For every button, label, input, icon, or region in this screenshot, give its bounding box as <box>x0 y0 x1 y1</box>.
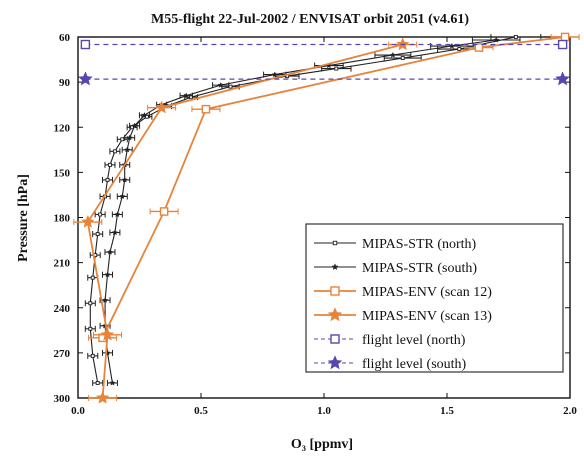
data-point-marker <box>90 353 95 358</box>
legend-label: flight level (south) <box>362 357 467 372</box>
y-tick-label: 90 <box>59 77 71 89</box>
data-layer <box>73 32 580 404</box>
data-point-marker <box>104 271 111 278</box>
y-axis-label: Pressure [hPa] <box>16 174 31 262</box>
y-tick-label: 210 <box>54 258 71 270</box>
tick-labels: 0.0 0.5 1.0 1.5 2.0 60 90 120 150 180 210 240 270 300 <box>54 32 578 417</box>
data-point-marker <box>154 100 169 114</box>
data-point-marker <box>183 92 190 99</box>
y-tick-label: 60 <box>59 32 71 44</box>
legend-label: MIPAS-STR (south) <box>362 261 477 276</box>
data-point-marker <box>389 51 397 58</box>
data-point-marker <box>271 71 278 78</box>
data-point-marker <box>327 307 343 322</box>
data-point-marker <box>493 36 500 43</box>
data-point-marker <box>106 248 114 255</box>
data-point-marker <box>400 56 405 61</box>
data-point-marker <box>77 71 93 86</box>
data-point-marker <box>332 240 338 246</box>
data-point-marker <box>557 39 568 50</box>
y-tick-label: 120 <box>54 122 71 134</box>
legend-label: MIPAS-STR (north) <box>362 237 477 252</box>
data-point-marker <box>120 137 125 142</box>
data-point-marker <box>95 390 110 404</box>
data-point-marker <box>560 32 570 42</box>
data-point-marker <box>80 39 91 50</box>
series-2 <box>88 32 580 343</box>
data-point-marker <box>457 47 462 51</box>
legend-label: MIPAS-ENV (scan 12) <box>362 285 492 300</box>
data-point-marker <box>114 211 121 218</box>
data-point-marker <box>95 381 100 385</box>
data-point-marker <box>112 149 117 154</box>
y-tick-label: 270 <box>54 348 71 360</box>
data-point-marker <box>474 43 484 52</box>
y-tick-label: 180 <box>54 213 71 225</box>
legend-label: flight level (north) <box>362 333 466 348</box>
data-point-marker <box>555 71 571 86</box>
data-point-marker <box>119 193 126 200</box>
data-point-marker <box>330 334 340 344</box>
data-point-marker <box>95 232 100 236</box>
legend-box <box>305 223 564 373</box>
data-point-marker <box>124 146 131 153</box>
series-5 <box>77 71 571 86</box>
y-tick-label: 150 <box>54 167 71 179</box>
data-point-marker <box>88 301 93 306</box>
series-4 <box>80 39 568 50</box>
data-point-marker <box>448 42 456 49</box>
data-point-marker <box>217 81 224 88</box>
data-point-marker <box>109 379 116 386</box>
x-tick-label: 0.5 <box>194 405 208 417</box>
data-point-marker <box>141 111 148 118</box>
y-tick-label: 240 <box>54 303 71 315</box>
data-point-marker <box>131 122 138 129</box>
data-point-marker <box>98 212 103 217</box>
x-tick-label: 0.0 <box>71 405 85 417</box>
data-point-marker <box>327 355 343 370</box>
data-point-marker <box>228 84 233 89</box>
y-tick-label: 300 <box>54 393 71 405</box>
data-point-marker <box>101 296 109 303</box>
data-point-marker <box>126 134 133 141</box>
data-point-marker <box>90 275 95 280</box>
x-tick-label: 1.5 <box>440 405 454 417</box>
chart-title: M55-flight 22-Jul-2002 / ENVISAT orbit 2… <box>151 12 469 27</box>
data-point-marker <box>159 207 169 216</box>
data-point-marker <box>513 35 518 39</box>
data-point-marker <box>81 214 95 228</box>
legend: MIPAS-STR (north) MIPAS-STR (south) MIPAS-… <box>305 223 564 373</box>
data-point-marker <box>108 162 112 167</box>
x-tick-label: 1.0 <box>317 405 331 417</box>
data-point-marker <box>100 327 115 341</box>
data-point-marker <box>331 263 339 271</box>
data-point-marker <box>201 104 211 114</box>
x-tick-label: 2.0 <box>563 405 577 417</box>
data-point-marker <box>111 229 119 236</box>
data-point-marker <box>105 177 110 182</box>
legend-label: MIPAS-ENV (scan 13) <box>362 309 492 324</box>
x-axis-label: O₃ [ppmv] <box>291 437 353 452</box>
data-point-marker <box>121 176 128 183</box>
data-point-marker <box>88 326 93 331</box>
data-point-marker <box>334 66 339 71</box>
data-point-marker <box>330 286 340 296</box>
